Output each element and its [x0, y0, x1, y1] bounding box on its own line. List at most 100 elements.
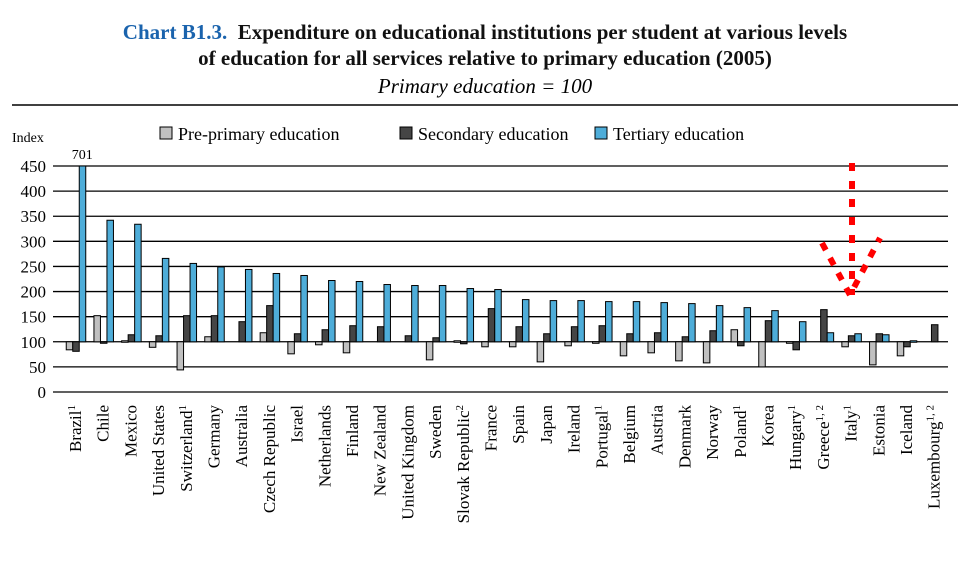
bar-tert — [549, 300, 558, 343]
bar-pre — [259, 332, 268, 343]
bar-pre — [204, 336, 212, 343]
legend-label-pre: Pre-primary education — [178, 124, 339, 144]
chart-title-line1: Chart B1.3. Expenditure on educational i… — [0, 20, 970, 45]
bar-pre — [841, 341, 849, 348]
legend-swatch-sec — [399, 126, 413, 140]
x-tick-label: France — [482, 405, 501, 451]
x-tick-label: New Zealand — [371, 405, 390, 497]
bar-tert — [854, 333, 862, 343]
bar-sec — [764, 320, 773, 343]
bar-tert — [743, 307, 752, 343]
x-tick-label: Sweden — [426, 405, 445, 459]
x-tick-label: Netherlands — [315, 405, 334, 487]
y-tick-label: 0 — [38, 383, 47, 402]
x-tick-label: Korea — [759, 405, 778, 447]
bar-tert — [882, 334, 890, 343]
bar-tert — [355, 281, 364, 343]
legend-label-tert: Tertiary education — [613, 124, 744, 144]
bar-sec — [847, 335, 856, 343]
y-tick-label: 250 — [21, 257, 47, 276]
bar-tert — [632, 301, 641, 343]
bar-sec — [99, 341, 108, 344]
bar-pre — [287, 341, 295, 355]
bar-tert — [189, 262, 198, 343]
annotation-arrow-head — [819, 236, 883, 302]
bar-sec — [432, 337, 440, 343]
bar-sec — [349, 325, 357, 343]
bar-sec — [820, 309, 828, 343]
bar-pre — [675, 341, 683, 362]
x-tick-label: Austria — [648, 405, 667, 456]
bar-tert — [688, 303, 696, 343]
chart-title: Expenditure on educational institutions … — [237, 20, 848, 44]
bar-sec — [210, 315, 219, 343]
bar-pre — [785, 341, 794, 344]
bar-sec — [737, 341, 745, 347]
bar-sec — [792, 341, 800, 351]
bar-tert — [605, 301, 613, 343]
bar-tert — [328, 280, 336, 343]
bar-tert — [798, 321, 807, 343]
x-tick-label: Israel — [288, 405, 307, 443]
bar-tert — [244, 268, 253, 343]
chart-title-line2: of education for all services relative t… — [198, 46, 772, 70]
bar-pre — [730, 329, 739, 343]
bar-tert — [383, 284, 391, 343]
bar-pre — [702, 341, 711, 364]
bar-pre — [564, 341, 572, 347]
bar-tert — [577, 300, 585, 343]
bar-pre — [65, 341, 74, 351]
x-tick-label: Germany — [205, 405, 224, 469]
bar-tert — [411, 285, 419, 343]
bar-pre — [619, 341, 628, 357]
bar-sec — [570, 326, 579, 343]
bar-tert — [161, 257, 170, 343]
bar-tert — [826, 332, 835, 343]
chart-subtitle: Primary education = 100 — [377, 74, 593, 98]
y-tick-label: 300 — [21, 232, 47, 251]
x-tick-label: Greece1, 2 — [814, 405, 833, 470]
bar-pre — [896, 341, 905, 357]
bar-sec — [681, 336, 690, 343]
bar-pre — [148, 341, 157, 348]
bar-tert — [78, 165, 87, 343]
bar-tert — [272, 272, 281, 343]
overflow-value-label: 701 — [72, 148, 93, 163]
bar-tert — [106, 219, 114, 343]
bar-sec — [155, 335, 163, 343]
bar-pre — [425, 341, 434, 361]
bar-sec — [653, 332, 662, 343]
bar-sec — [626, 333, 634, 343]
bar-tert — [217, 266, 225, 343]
bar-sec — [875, 333, 884, 343]
x-tick-label: United Kingdom — [398, 405, 417, 520]
x-tick-label: Estonia — [869, 405, 888, 456]
bar-sec — [903, 341, 911, 348]
x-tick-label: Brazil1 — [66, 405, 85, 452]
x-tick-label: Australia — [232, 405, 251, 468]
y-axis-label: Index — [12, 131, 44, 146]
bar-pre — [647, 341, 655, 354]
y-tick-label: 150 — [21, 308, 47, 327]
bar-sec — [515, 326, 523, 343]
bar-sec — [376, 326, 385, 343]
x-tick-label: Italy1 — [842, 405, 861, 442]
y-tick-label: 50 — [29, 358, 46, 377]
bar-pre — [176, 341, 185, 371]
x-tick-label: Luxembourg1, 2 — [925, 405, 944, 509]
legend-swatch-pre — [159, 126, 173, 140]
bar-pre — [481, 341, 489, 348]
bar-sec — [266, 305, 274, 343]
bar-pre — [453, 340, 462, 343]
bar-sec — [238, 321, 246, 343]
x-tick-label: Finland — [343, 405, 362, 457]
bar-sec — [709, 330, 717, 343]
bar-sec — [460, 341, 468, 345]
bar-tert — [660, 302, 668, 343]
bar-tert — [521, 299, 530, 343]
x-tick-label: Mexico — [121, 405, 140, 457]
y-tick-label: 100 — [21, 333, 47, 352]
x-tick-label: Iceland — [897, 405, 916, 456]
bar-tert — [715, 305, 724, 343]
